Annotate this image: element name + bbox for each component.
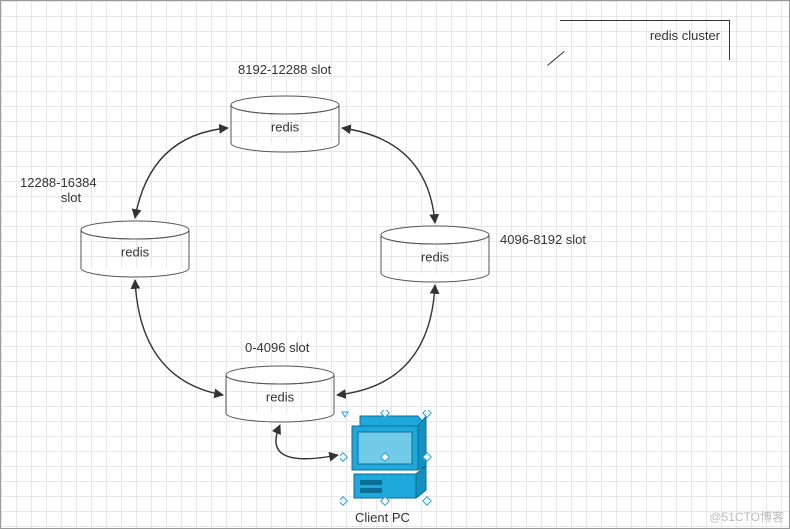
diagram-canvas: redis cluster 8192-12288 slot 12288-1638… [0,0,790,529]
slot-label-top: 8192-12288 slot [238,62,331,77]
edge-top-left [135,128,228,218]
edge-client-bottom [276,425,338,459]
slot-label-left: 12288-16384 slot [20,175,97,205]
watermark: @51CTO博客 [709,508,784,525]
client-pc-label: Client PC [355,510,410,525]
redis-node-label: redis [225,390,335,405]
redis-node-label: redis [80,245,190,260]
redis-node-right[interactable]: redis [380,225,490,283]
slot-label-bottom: 0-4096 slot [245,340,309,355]
redis-node-top[interactable]: redis [230,95,340,153]
client-pc-node[interactable] [340,410,432,508]
redis-node-bottom[interactable]: redis [225,365,335,423]
edge-right-bottom [337,285,435,395]
redis-node-label: redis [380,250,490,265]
edge-left-bottom [135,280,223,395]
redis-node-label: redis [230,120,340,135]
slot-label-right: 4096-8192 slot [500,232,586,247]
edge-top-right [342,128,435,223]
redis-node-left[interactable]: redis [80,220,190,278]
